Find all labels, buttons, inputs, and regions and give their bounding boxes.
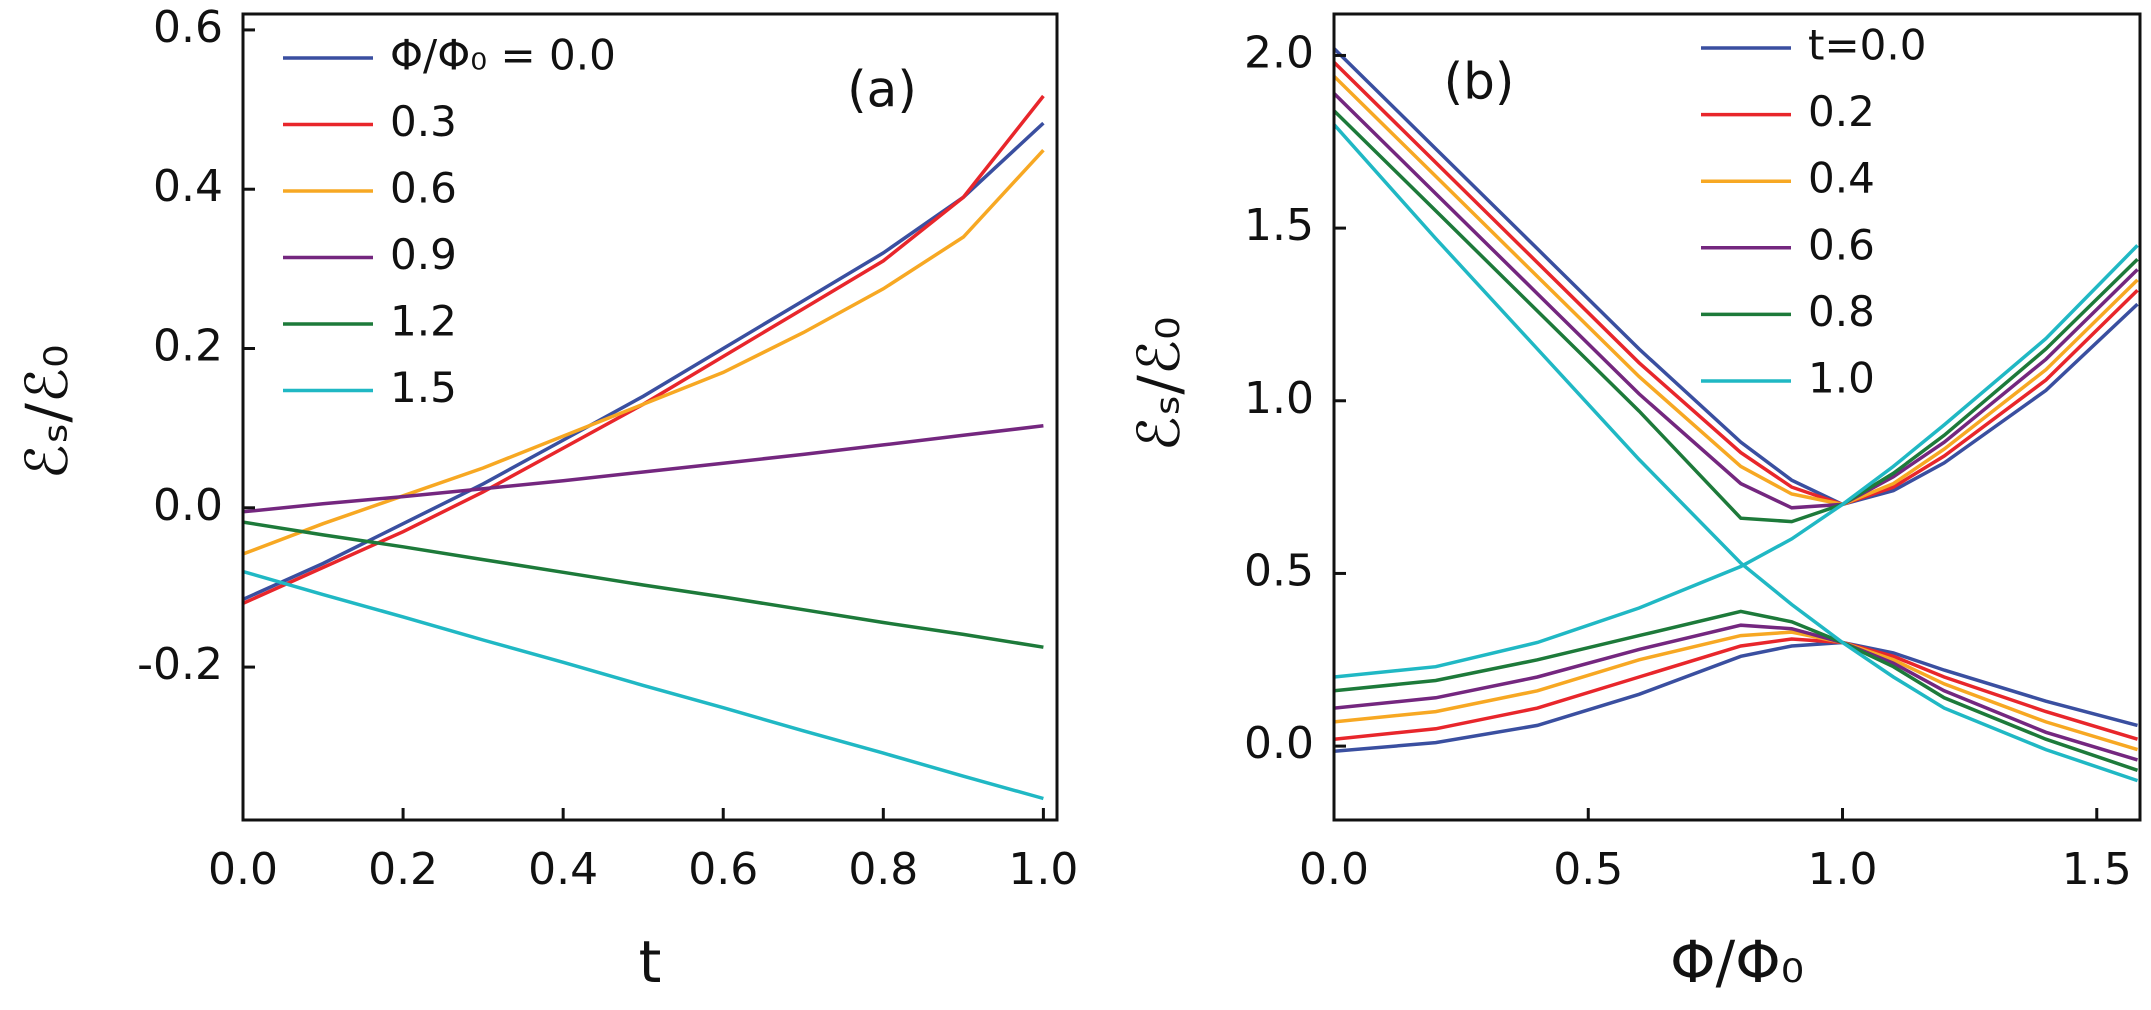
panel: 0.0 0.5 1.0 1.5 2.0 1.5 1.0 0.5 0.0 Φ/Φ₀ ℰₛ/ℰ₀ (b) t…	[1125, 12, 2142, 996]
legend-label: 1.2	[390, 297, 457, 346]
panel: 0.0 0.2 0.4 0.6 0.8 1.0 0.6 0.4 0.2 0.0 -0.2 t ℰₛ/ℰ₀…	[13, 2, 1078, 996]
series-line	[1334, 92, 2139, 510]
series-line-lower	[1334, 630, 2139, 752]
y-tick-label: 0.0	[1244, 718, 1314, 769]
series-line	[1334, 109, 2139, 524]
x-tick-label: 1.0	[1008, 844, 1078, 895]
series-line	[243, 94, 1045, 605]
series-line-lower	[1334, 244, 2139, 679]
legend-label: Φ/Φ₀ = 0.0	[390, 31, 616, 80]
y-tick-label: 1.0	[1244, 373, 1314, 424]
y-tick-label: 0.5	[1244, 545, 1314, 596]
x-axis-label: Φ/Φ₀	[1670, 928, 1804, 996]
legend-label: 1.5	[390, 363, 457, 412]
legend-label: 0.9	[390, 230, 457, 279]
plot-lines	[1334, 47, 2139, 783]
plot-frame	[241, 12, 1059, 822]
series-line	[243, 520, 1044, 649]
series-line	[243, 569, 1044, 801]
y-tick-label: 2.0	[1244, 27, 1314, 78]
y-tick-label: 0.6	[153, 2, 223, 53]
legend-label: 1.0	[1808, 354, 1875, 403]
x-tick-label: 0.0	[1299, 844, 1369, 895]
legend-label: 0.8	[1808, 287, 1875, 336]
series-line-lower	[1334, 637, 2139, 741]
legend-label: 0.4	[1808, 154, 1875, 203]
series-line	[1334, 47, 2139, 507]
y-tick-label: 1.5	[1244, 200, 1314, 251]
series-line	[1334, 123, 2139, 783]
y-axis-label: ℰₛ/ℰ₀	[1125, 317, 1193, 452]
panel-label: (b)	[1444, 53, 1515, 111]
series-line	[1334, 74, 2139, 507]
x-tick-label: 1.5	[2062, 844, 2132, 895]
y-tick-label: 0.4	[153, 161, 223, 212]
series-line	[243, 149, 1045, 556]
panel-label: (a)	[847, 61, 917, 119]
series-line	[243, 121, 1045, 601]
plot-frame	[1332, 12, 2142, 822]
x-tick-label: 0.5	[1553, 844, 1623, 895]
legend-label: t=0.0	[1808, 21, 1926, 70]
y-tick-label: 0.0	[153, 480, 223, 531]
x-axis-label: t	[639, 928, 662, 996]
series-line-lower	[1334, 609, 2139, 772]
x-tick-label: 1.0	[1808, 844, 1878, 895]
plot-lines	[243, 94, 1045, 801]
x-tick-label: 0.0	[208, 844, 278, 895]
legend-label: 0.6	[1808, 220, 1875, 269]
series-line	[243, 424, 1044, 514]
legend-label: 0.6	[390, 164, 457, 213]
x-tick-label: 0.2	[368, 844, 438, 895]
series-line	[1334, 61, 2139, 507]
y-tick-label: -0.2	[137, 639, 223, 690]
series-line-lower	[1334, 623, 2139, 762]
series-line-lower	[1334, 640, 2138, 754]
legend-label: 0.2	[1808, 87, 1875, 136]
x-tick-label: 0.6	[688, 844, 758, 895]
x-tick-label: 0.4	[528, 844, 598, 895]
legend-label: 0.3	[390, 97, 457, 146]
y-axis-label: ℰₛ/ℰ₀	[13, 345, 81, 480]
y-tick-label: 0.2	[153, 321, 223, 372]
x-tick-label: 0.8	[848, 844, 918, 895]
